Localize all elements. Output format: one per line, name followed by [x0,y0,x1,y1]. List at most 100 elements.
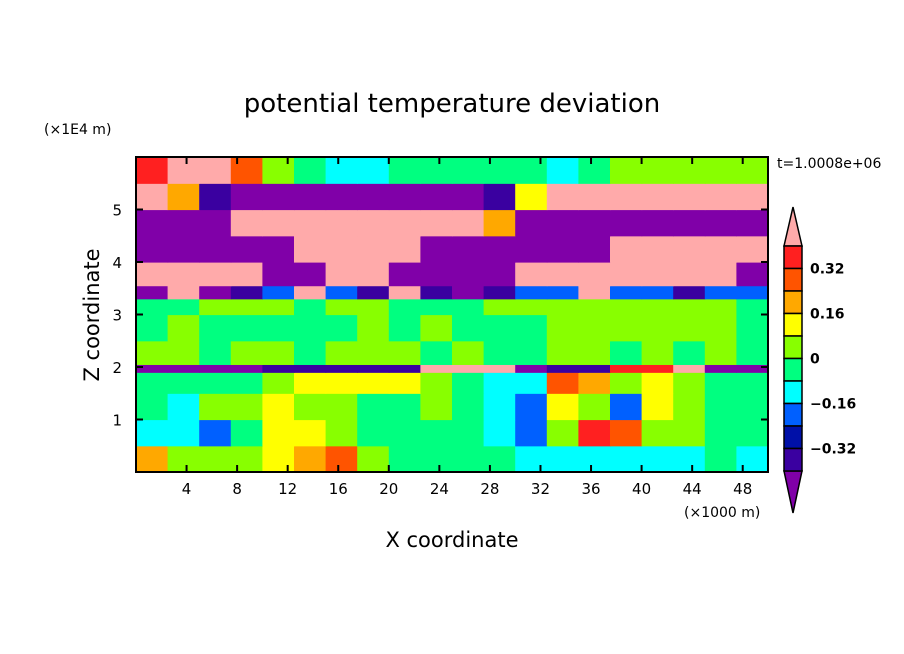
x-tick-label: 8 [232,480,242,498]
contour-cell [262,314,295,342]
contour-cell [357,262,390,287]
contour-cell [515,372,548,394]
contour-cell [420,183,453,211]
x-tick-label: 24 [430,480,449,498]
contour-cell [325,285,358,300]
x-tick-label: 44 [683,480,702,498]
contour-cell [578,445,611,473]
x-tick-label: 28 [480,480,499,498]
contour-cell [673,364,706,373]
contour-cell [546,262,579,287]
contour-cell [230,445,263,473]
contour-cell [388,340,421,365]
contour-cell [388,314,421,342]
contour-cell [704,235,737,263]
contour-cell [136,419,169,447]
contour-cell [388,262,421,287]
contour-cell [515,314,548,342]
contour-cell [388,235,421,263]
contour-cell [230,235,263,263]
contour-cell [136,314,169,342]
y-axis-label: Z coordinate [80,248,104,381]
contour-cell [230,298,263,316]
contour-cell [610,419,643,447]
contour-cell [483,419,516,447]
contour-cell [515,340,548,365]
contour-cell [546,285,579,300]
contour-cell [610,340,643,365]
x-tick-label: 20 [379,480,398,498]
contour-cell [452,298,485,316]
contour-cell [136,235,169,263]
contour-cell [420,209,453,237]
contour-cell [136,364,169,373]
contour-cell [294,372,327,394]
contour-cell [578,372,611,394]
contour-cell [325,340,358,365]
contour-cell [452,372,485,394]
contour-cell [673,393,706,421]
contour-cell [230,314,263,342]
contour-cell [199,393,232,421]
contour-cell [167,445,200,473]
colorbar-box [783,290,803,315]
contour-cell [199,314,232,342]
contour-cell [167,419,200,447]
contour-cell [357,298,390,316]
colorbar-box [783,380,803,405]
contour-cell [420,285,453,300]
contour-cell [641,393,674,421]
contour-cell [736,445,769,473]
contour-cell [610,285,643,300]
contour-cell [230,372,263,394]
contour-cell [546,445,579,473]
contour-cell [452,209,485,237]
x-axis-label: X coordinate [385,528,518,552]
contour-cell [167,393,200,421]
contour-cell [641,262,674,287]
contour-cell [704,298,737,316]
contour-cell [420,364,453,373]
contour-cell [515,364,548,373]
contour-cell [357,235,390,263]
contour-cell [483,262,516,287]
contour-cell [167,314,200,342]
contour-cell [262,262,295,287]
contour-cell [578,298,611,316]
contour-cell [136,157,169,184]
colorbar-box [783,447,803,472]
contour-cell [483,445,516,473]
contour-cell [483,209,516,237]
contour-cell [199,209,232,237]
contour-cell [388,445,421,473]
contour-cell [578,314,611,342]
contour-cell [325,183,358,211]
y-unit-label: (×1E4 m) [44,122,111,138]
contour-cell [262,157,295,184]
colorbar-box [783,267,803,292]
x-unit-label: (×1000 m) [684,505,760,521]
contour-cell [641,157,674,184]
contour-cell [610,183,643,211]
colorbar-box [783,312,803,337]
contour-cell [199,157,232,184]
x-tick-label: 32 [531,480,550,498]
contour-cell [736,235,769,263]
contour-cell [736,262,769,287]
colorbar-box [783,425,803,450]
contour-cell [515,209,548,237]
colorbar-tick-label: 0 [810,352,820,368]
contour-field [136,157,769,473]
contour-cell [736,314,769,342]
contour-cell [325,209,358,237]
contour-cell [515,285,548,300]
contour-cell [546,340,579,365]
contour-cell [199,445,232,473]
contour-cell [167,340,200,365]
contour-cell [388,285,421,300]
contour-cell [483,364,516,373]
contour-cell [262,285,295,300]
colorbar-box [783,335,803,360]
